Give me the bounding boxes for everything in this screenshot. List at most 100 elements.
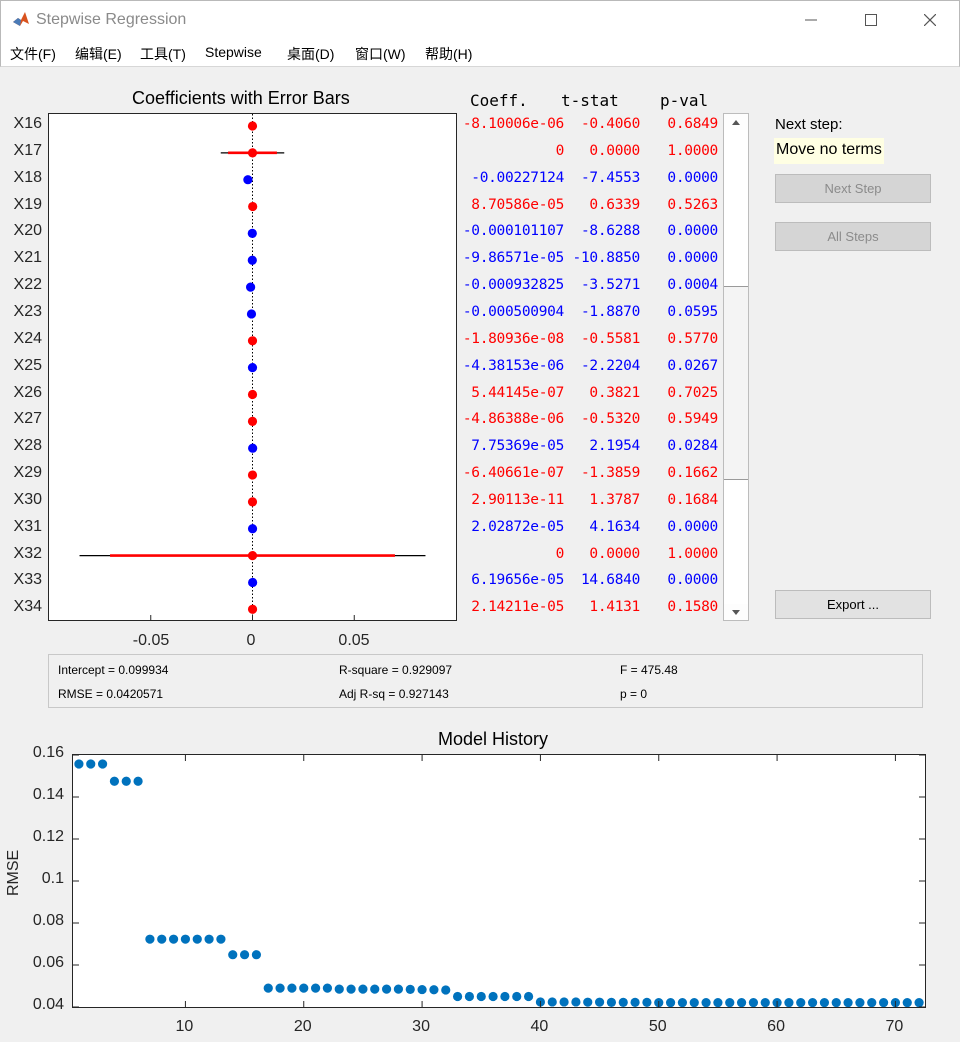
history-point[interactable] bbox=[180, 934, 191, 944]
pval-value[interactable]: 0.0000 bbox=[667, 518, 718, 535]
coef-point[interactable] bbox=[246, 282, 256, 292]
scroll-up-arrow[interactable] bbox=[724, 114, 748, 130]
coef-point[interactable] bbox=[246, 309, 257, 319]
coef-point[interactable] bbox=[247, 524, 258, 534]
history-point[interactable] bbox=[618, 997, 628, 1007]
table-scrollbar[interactable] bbox=[723, 113, 749, 621]
history-point[interactable] bbox=[701, 997, 711, 1007]
coeff-value[interactable]: -0.00227124 bbox=[471, 169, 564, 186]
coeff-value[interactable]: 0 bbox=[555, 142, 565, 159]
history-point[interactable] bbox=[393, 984, 404, 994]
history-point[interactable] bbox=[689, 997, 699, 1007]
history-point[interactable] bbox=[322, 983, 333, 993]
pval-value[interactable]: 0.0595 bbox=[667, 303, 718, 320]
coeff-value[interactable]: -0.000500904 bbox=[462, 303, 564, 320]
coeff-value[interactable]: -0.000932825 bbox=[462, 277, 564, 294]
scroll-thumb[interactable] bbox=[724, 286, 748, 480]
pval-value[interactable]: 1.0000 bbox=[667, 142, 718, 159]
history-point[interactable] bbox=[630, 997, 640, 1007]
pval-value[interactable]: 0.0000 bbox=[667, 572, 718, 589]
history-point[interactable] bbox=[370, 984, 380, 994]
history-point[interactable] bbox=[275, 983, 285, 993]
history-point[interactable] bbox=[204, 934, 214, 944]
history-point[interactable] bbox=[157, 934, 167, 944]
tstat-value[interactable]: -10.8850 bbox=[572, 250, 641, 267]
menu-file[interactable]: 文件(F) bbox=[10, 46, 56, 62]
coef-point[interactable] bbox=[243, 175, 253, 185]
pval-value[interactable]: 0.6849 bbox=[667, 116, 718, 132]
coef-point[interactable] bbox=[247, 470, 258, 480]
coeff-value[interactable]: -6.40661e-07 bbox=[462, 465, 564, 482]
history-point[interactable] bbox=[583, 997, 593, 1007]
history-point[interactable] bbox=[512, 991, 522, 1002]
tstat-value[interactable]: -0.5320 bbox=[580, 411, 640, 428]
coef-plot-axes[interactable] bbox=[48, 113, 457, 621]
tstat-value[interactable]: -1.8870 bbox=[580, 303, 640, 320]
coef-point[interactable] bbox=[248, 577, 258, 588]
history-point[interactable] bbox=[831, 997, 841, 1007]
history-point[interactable] bbox=[902, 997, 912, 1007]
coef-point[interactable] bbox=[247, 363, 258, 373]
menu-edit[interactable]: 编辑(E) bbox=[75, 46, 122, 62]
history-point[interactable] bbox=[488, 991, 498, 1002]
history-point[interactable] bbox=[334, 984, 344, 994]
coeff-value[interactable]: -0.000101107 bbox=[462, 223, 564, 240]
history-point[interactable] bbox=[736, 997, 747, 1007]
menu-stepwise[interactable]: Stepwise bbox=[205, 44, 262, 60]
pval-value[interactable]: 1.0000 bbox=[667, 545, 718, 562]
tstat-value[interactable]: -1.3859 bbox=[580, 465, 640, 482]
history-point[interactable] bbox=[867, 997, 877, 1007]
history-point[interactable] bbox=[429, 985, 439, 995]
history-point[interactable] bbox=[310, 983, 321, 993]
minimize-button[interactable] bbox=[781, 1, 841, 39]
history-point[interactable] bbox=[642, 997, 652, 1007]
pval-value[interactable]: 0.0000 bbox=[667, 250, 718, 267]
coeff-value[interactable]: -9.86571e-05 bbox=[462, 250, 564, 267]
tstat-value[interactable]: -7.4553 bbox=[580, 169, 640, 186]
scroll-down-arrow[interactable] bbox=[724, 604, 748, 620]
coeff-value[interactable]: 2.02872e-05 bbox=[471, 518, 564, 535]
history-point[interactable] bbox=[796, 997, 806, 1007]
history-point[interactable] bbox=[784, 997, 794, 1007]
coeff-value[interactable]: 6.19656e-05 bbox=[471, 572, 564, 589]
coef-point[interactable] bbox=[247, 604, 258, 614]
coeff-value[interactable]: 2.90113e-11 bbox=[471, 491, 564, 508]
all-steps-button[interactable]: All Steps bbox=[775, 222, 931, 251]
history-point[interactable] bbox=[192, 934, 202, 944]
menu-help[interactable]: 帮助(H) bbox=[425, 46, 473, 62]
pval-value[interactable]: 0.0000 bbox=[667, 169, 718, 186]
history-point[interactable] bbox=[299, 983, 309, 993]
history-point[interactable] bbox=[216, 934, 226, 944]
history-point[interactable] bbox=[559, 997, 569, 1007]
tstat-value[interactable]: 0.6339 bbox=[589, 196, 640, 213]
coeff-value[interactable]: -8.10006e-06 bbox=[462, 116, 564, 132]
tstat-value[interactable]: 4.1634 bbox=[589, 518, 640, 535]
tstat-value[interactable]: -3.5271 bbox=[580, 277, 640, 294]
history-point[interactable] bbox=[665, 997, 676, 1007]
menu-desktop[interactable]: 桌面(D) bbox=[287, 46, 335, 62]
history-point[interactable] bbox=[417, 984, 427, 995]
history-point[interactable] bbox=[228, 950, 238, 960]
history-point[interactable] bbox=[74, 759, 84, 769]
history-point[interactable] bbox=[855, 997, 865, 1007]
coef-point[interactable] bbox=[247, 255, 257, 265]
pval-value[interactable]: 0.0284 bbox=[667, 438, 718, 455]
history-point[interactable] bbox=[381, 984, 392, 994]
history-point[interactable] bbox=[441, 985, 451, 995]
coeff-value[interactable]: 7.75369e-05 bbox=[471, 438, 564, 455]
tstat-value[interactable]: -8.6288 bbox=[580, 223, 640, 240]
history-point[interactable] bbox=[405, 984, 415, 994]
export-button[interactable]: Export ... bbox=[775, 590, 931, 619]
coeff-value[interactable]: 8.70586e-05 bbox=[471, 196, 564, 213]
coeff-value[interactable]: 2.14211e-05 bbox=[471, 599, 564, 616]
history-axes[interactable] bbox=[72, 754, 926, 1008]
coef-point[interactable] bbox=[247, 551, 258, 561]
history-point[interactable] bbox=[606, 997, 617, 1007]
menu-tools[interactable]: 工具(T) bbox=[140, 46, 186, 62]
history-point[interactable] bbox=[239, 950, 250, 960]
tstat-value[interactable]: 0.0000 bbox=[589, 142, 640, 159]
history-point[interactable] bbox=[571, 997, 581, 1007]
tstat-value[interactable]: 0.0000 bbox=[589, 545, 640, 562]
history-point[interactable] bbox=[263, 983, 273, 993]
next-step-button[interactable]: Next Step bbox=[775, 174, 931, 203]
